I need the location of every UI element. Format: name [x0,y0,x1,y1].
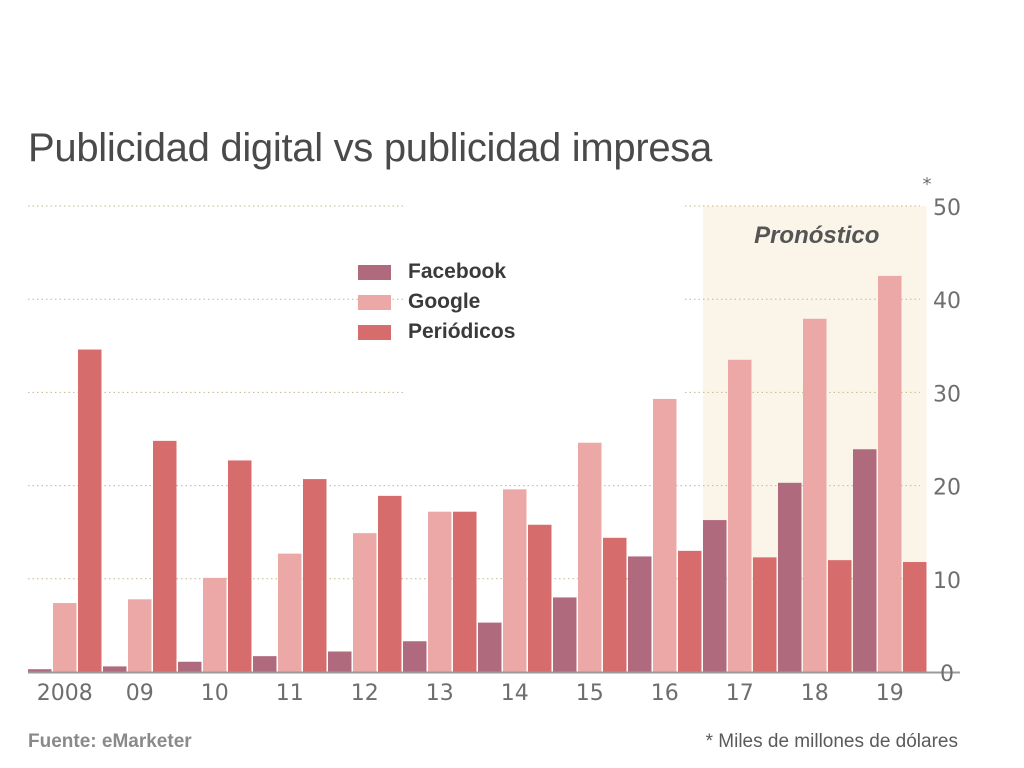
bar-periodicos-2008 [78,349,102,672]
bar-periodicos-13 [453,511,477,672]
bar-facebook-13 [403,641,427,672]
bar-google-18 [803,318,827,672]
x-tick-label-13: 13 [426,681,454,706]
legend-swatch-facebook [358,264,391,280]
y-tick-label-40: 40 [933,289,961,314]
bar-facebook-09 [103,666,127,672]
y-tick-label-30: 30 [933,382,961,407]
bar-periodicos-14 [528,524,552,672]
x-tick-label-15: 15 [576,681,604,706]
x-tick-label-12: 12 [351,681,379,706]
bar-google-09 [128,599,152,672]
legend-item-google: Google [358,287,515,317]
x-tick-label-2008: 2008 [37,681,93,706]
bar-periodicos-17 [753,557,777,672]
chart-title: Publicidad digital vs publicidad impresa [28,126,712,170]
y-unit-marker: * [923,174,932,195]
legend-item-facebook: Facebook [358,257,515,287]
bar-google-19 [878,275,902,672]
y-tick-label-10: 10 [933,569,961,594]
bar-google-11 [278,553,302,672]
bar-google-16 [653,398,677,672]
bar-facebook-15 [553,597,577,672]
legend-swatch-periodicos [358,324,391,340]
bar-facebook-11 [253,656,277,672]
bar-periodicos-18 [828,560,852,672]
bar-facebook-18 [778,482,802,672]
bar-facebook-19 [853,449,877,672]
legend-swatch-google [358,294,391,310]
unit-note: * Miles de millones de dólares [705,731,958,752]
x-tick-label-16: 16 [651,681,679,706]
x-tick-label-10: 10 [201,681,229,706]
legend-label-periodicos: Periódicos [408,320,516,343]
bar-facebook-17 [703,520,727,672]
legend-label-facebook: Facebook [408,260,507,283]
bar-google-2008 [53,603,77,672]
bar-periodicos-09 [153,440,177,672]
bar-facebook-14 [478,622,502,672]
legend-label-google: Google [408,290,481,313]
bar-facebook-10 [178,661,202,672]
source-note: Fuente: eMarketer [28,731,192,752]
legend: Facebook Google Periódicos [358,257,515,347]
y-tick-label-50: 50 [933,196,961,221]
bar-facebook-16 [628,556,652,672]
bar-google-13 [428,511,452,672]
bar-periodicos-15 [603,537,627,672]
y-tick-label-0: 0 [940,662,954,687]
x-tick-label-17: 17 [726,681,754,706]
x-tick-label-11: 11 [276,681,304,706]
bar-google-14 [503,489,527,672]
x-tick-label-18: 18 [801,681,829,706]
forecast-label: Pronóstico [754,222,879,249]
bar-google-10 [203,577,227,672]
legend-item-periodicos: Periódicos [358,317,515,347]
bar-periodicos-10 [228,460,252,672]
bar-google-17 [728,359,752,672]
x-tick-label-09: 09 [126,681,154,706]
x-tick-label-14: 14 [501,681,529,706]
bar-google-15 [578,442,602,672]
x-tick-label-19: 19 [876,681,904,706]
bar-google-12 [353,533,377,672]
bar-facebook-12 [328,651,352,672]
bar-periodicos-19 [903,562,927,672]
y-tick-label-20: 20 [933,476,961,501]
bar-facebook-2008 [28,669,52,672]
bar-periodicos-12 [378,495,402,672]
bar-periodicos-11 [303,479,327,672]
bar-periodicos-16 [678,550,702,672]
